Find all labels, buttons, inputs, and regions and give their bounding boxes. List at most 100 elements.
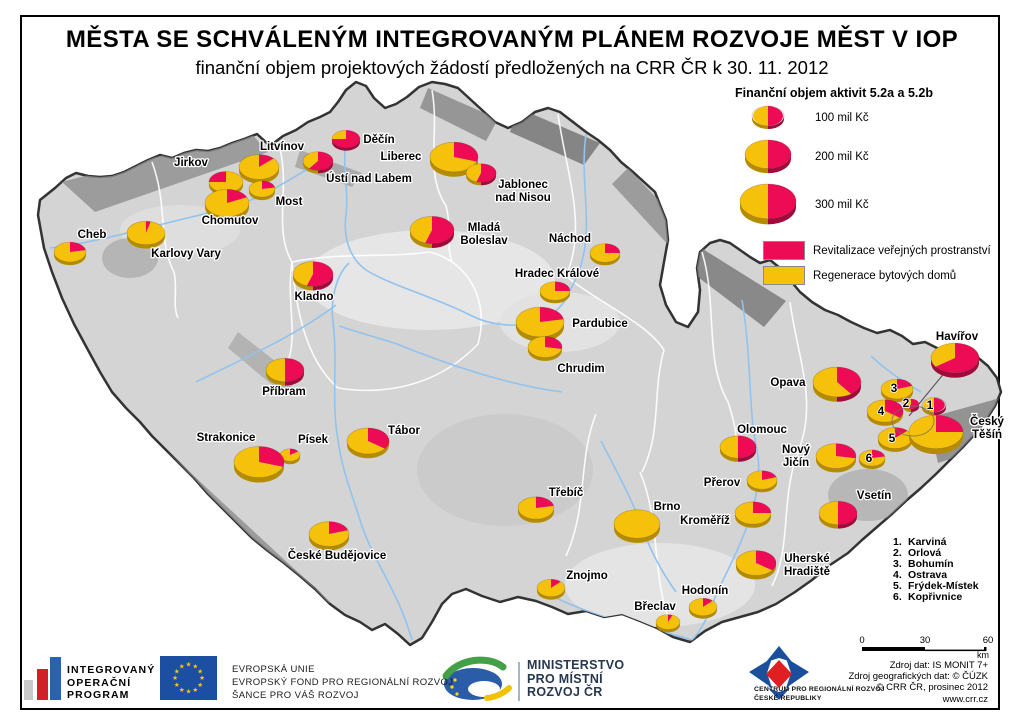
key-item-name: Kopřivnice	[908, 591, 963, 603]
eu-star-icon: ★	[192, 686, 198, 694]
crr-text: CENTRUM PRO REGIONÁLNÍ ROZVOJ ČESKÉ REPU…	[754, 686, 885, 703]
city-label-Vsetín: Vsetín	[857, 490, 892, 502]
legend-size-row: 100 mil Kč	[735, 102, 997, 134]
pie-Mladá Boleslav	[409, 216, 455, 249]
pie-Vsetín	[818, 500, 858, 529]
legend-pie-icon	[739, 183, 797, 225]
key-item-number: 5.	[893, 580, 902, 592]
key-item-Orlová: 2. Orlová	[893, 548, 979, 559]
city-label-Jablonec nad Nisou: nad Nisou	[495, 192, 551, 204]
city-label-Pardubice: Pardubice	[572, 318, 628, 330]
key-item-number: 2.	[893, 547, 902, 559]
pie-Znojmo	[536, 578, 566, 600]
city-label-Písek: Písek	[298, 434, 329, 446]
pie-Český Těšín	[908, 414, 964, 455]
city-label-Břeclav: Břeclav	[634, 601, 676, 613]
source-line: Zdroj dat: IS MONIT 7+	[889, 660, 988, 671]
city-label-Brno: Brno	[654, 501, 681, 513]
city-label-Chomutov: Chomutov	[202, 215, 259, 227]
city-label-Opava: Opava	[770, 377, 806, 389]
key-item-number: 3.	[893, 558, 902, 570]
city-pies	[53, 129, 980, 633]
pie-Hradec Králové	[539, 281, 571, 304]
pie-Třebíč	[517, 496, 555, 523]
numbered-city-key: 1. Karviná 2. Orlová 3. Bohumín 4. Ostrava 5. Frý…	[893, 537, 979, 603]
legend-size-rows: 100 mil Kč 200 mil Kč 300 mil Kč	[735, 102, 997, 229]
pie-České Budějovice	[308, 521, 350, 551]
city-label-Přerov: Přerov	[704, 477, 741, 489]
crr-logo-icon	[749, 646, 809, 700]
key-item-number: 6.	[893, 591, 902, 603]
legend-size-row: 300 mil Kč	[735, 180, 997, 229]
pie-Ostrava	[866, 399, 904, 426]
city-number-Kopřivnice: 6	[866, 451, 873, 465]
key-item-name: Ostrava	[908, 569, 948, 581]
key-item-Karviná: 1. Karviná	[893, 537, 979, 548]
city-number-Ostrava: 4	[878, 404, 885, 418]
scale-bar	[862, 647, 987, 652]
city-label-Náchod: Náchod	[549, 233, 591, 245]
pie-Most	[248, 180, 276, 201]
eu-line: EVROPSKÝ FOND PRO REGIONÁLNÍ ROZVOJ	[232, 676, 454, 688]
city-label-Český Těšín: Těšín	[972, 429, 1002, 441]
eu-star-icon: ★	[192, 663, 198, 671]
city-label-Český Těšín: Český	[970, 415, 1004, 428]
city-number-Orlová: 2	[903, 396, 910, 410]
city-label-Nový Jičín: Jičín	[783, 457, 809, 469]
city-label-Uherské Hradiště: Hradiště	[784, 566, 830, 578]
city-labels: Cheb Karlovy Vary Jirkov Litvínov Most Chomut…	[76, 133, 1006, 615]
city-label-Mladá Boleslav: Mladá	[468, 222, 501, 234]
legend-category-label: Revitalizace veřejných prostranství	[813, 244, 991, 257]
key-item-Bohumín: 3. Bohumín	[893, 559, 979, 570]
pie-Kladno	[292, 261, 334, 291]
city-label-Liberec: Liberec	[381, 151, 423, 163]
city-label-Strakonice: Strakonice	[197, 432, 256, 444]
pie-Břeclav	[655, 614, 681, 633]
eu-star-icon: ★	[197, 668, 203, 676]
pie-Hodonín	[688, 597, 718, 619]
pie-legend-0	[751, 105, 785, 130]
pie-Cheb	[53, 241, 87, 266]
city-label-Tábor: Tábor	[388, 425, 420, 437]
legend-size-row: 200 mil Kč	[735, 136, 997, 178]
iop-line: PROGRAM	[67, 689, 130, 701]
source-credits: Zdroj dat: IS MONIT 7+ Zdroj geografický…	[848, 660, 988, 705]
ministry-line: MINISTERSTVO	[527, 658, 625, 672]
eu-star-icon: ★	[174, 668, 180, 676]
legend-size-label: 200 mil Kč	[815, 151, 869, 163]
legend-category-rows: Revitalizace veřejných prostranství Regen…	[735, 241, 997, 285]
eu-flag-icon: ★ ★★★★★★★★★★★	[160, 656, 217, 700]
scale-unit: km	[977, 650, 989, 660]
crr-line: ČESKÉ REPUBLIKY	[754, 694, 822, 702]
poster-frame	[20, 15, 1000, 710]
city-label-Jirkov: Jirkov	[174, 157, 208, 169]
pie-Brno	[613, 509, 661, 543]
pie-Nový Jičín	[815, 443, 857, 473]
legend-category-row: Revitalizace veřejných prostranství	[735, 241, 997, 260]
iop-logo-icon	[24, 657, 61, 700]
eu-star-icon: ★	[186, 661, 192, 669]
city-label-Havířov: Havířov	[936, 331, 979, 343]
pie-Litvínov	[238, 154, 280, 184]
iop-line: OPERAČNÍ	[67, 676, 132, 689]
legend-swatch-yellow	[763, 266, 805, 285]
pie-Kopřivnice	[858, 449, 886, 470]
pie-Ústí nad Labem	[302, 151, 334, 174]
pie-Bohumín	[880, 378, 914, 403]
pie-Havířov	[930, 342, 980, 378]
key-item-name: Karviná	[908, 536, 947, 548]
eu-star-icon: ★	[186, 688, 192, 696]
eu-star-icon: ★	[199, 674, 205, 682]
city-label-Mladá Boleslav: Boleslav	[460, 235, 508, 247]
scale-tick-30: 30	[919, 635, 931, 646]
pie-Liberec	[429, 141, 479, 177]
city-label-Litvínov: Litvínov	[260, 141, 305, 153]
pie-Karlovy Vary	[126, 220, 166, 249]
legend-size-label: 300 mil Kč	[815, 198, 869, 211]
pie-Jablonec nad Nisou	[465, 163, 497, 186]
pie-Chrudim	[527, 336, 563, 361]
pie-legend-1	[744, 139, 792, 174]
city-label-České Budějovice: České Budějovice	[288, 549, 386, 562]
